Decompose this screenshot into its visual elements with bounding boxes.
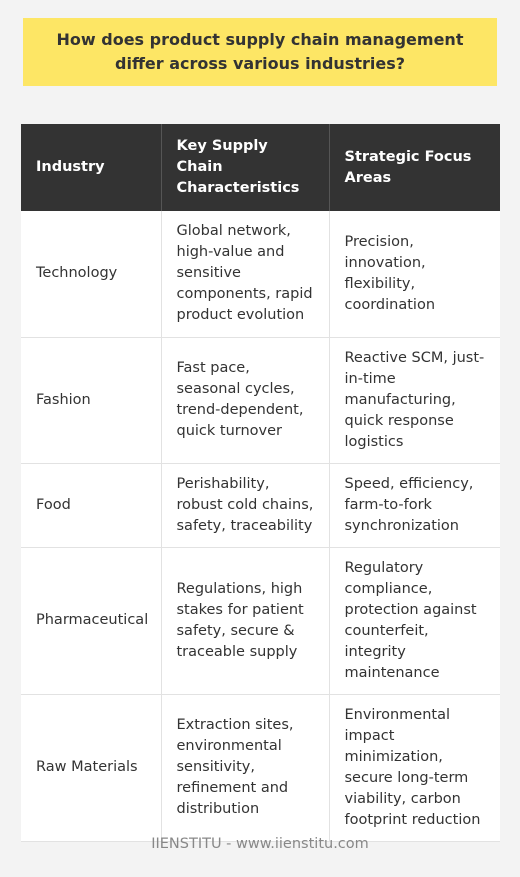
focus-areas-cell: Reactive SCM, just-in-time manufacturing… xyxy=(329,337,500,464)
column-header-characteristics: Key Supply Chain Characteristics xyxy=(161,124,330,211)
table-row: Pharmaceutical Regulations, high stakes … xyxy=(21,547,500,695)
focus-areas-cell: Speed, efficiency, farm-to-fork synchron… xyxy=(329,463,500,548)
table-row: Raw Materials Extraction sites, environm… xyxy=(21,694,500,842)
focus-areas-cell: Regulatory compliance, protection agains… xyxy=(329,547,500,695)
characteristics-cell: Fast pace, seasonal cycles, trend-depend… xyxy=(161,337,330,464)
focus-areas-cell: Environmental impact minimization, secur… xyxy=(329,694,500,842)
industry-cell: Food xyxy=(21,463,162,548)
table-row: Fashion Fast pace, seasonal cycles, tren… xyxy=(21,337,500,464)
characteristics-cell: Extraction sites, environmental sensitiv… xyxy=(161,694,330,842)
focus-areas-cell: Precision, innovation, flexibility, coor… xyxy=(329,211,500,338)
column-header-industry: Industry xyxy=(21,124,162,211)
characteristics-cell: Regulations, high stakes for patient saf… xyxy=(161,547,330,695)
column-header-focus-areas: Strategic Focus Areas xyxy=(329,124,500,211)
table-row: Food Perishability, robust cold chains, … xyxy=(21,463,500,548)
table-header-row: Industry Key Supply Chain Characteristic… xyxy=(21,124,500,211)
industry-cell: Raw Materials xyxy=(21,694,162,842)
industry-cell: Fashion xyxy=(21,337,162,464)
page-title: How does product supply chain management… xyxy=(23,18,497,86)
characteristics-cell: Perishability, robust cold chains, safet… xyxy=(161,463,330,548)
page-title-text: How does product supply chain management… xyxy=(56,30,464,73)
footer-credit: IIENSTITU - www.iienstitu.com xyxy=(151,836,369,852)
industry-cell: Technology xyxy=(21,211,162,338)
supply-chain-table: Industry Key Supply Chain Characteristic… xyxy=(21,124,500,842)
table-row: Technology Global network, high-value an… xyxy=(21,211,500,338)
industry-cell: Pharmaceutical xyxy=(21,547,162,695)
characteristics-cell: Global network, high-value and sensitive… xyxy=(161,211,330,338)
